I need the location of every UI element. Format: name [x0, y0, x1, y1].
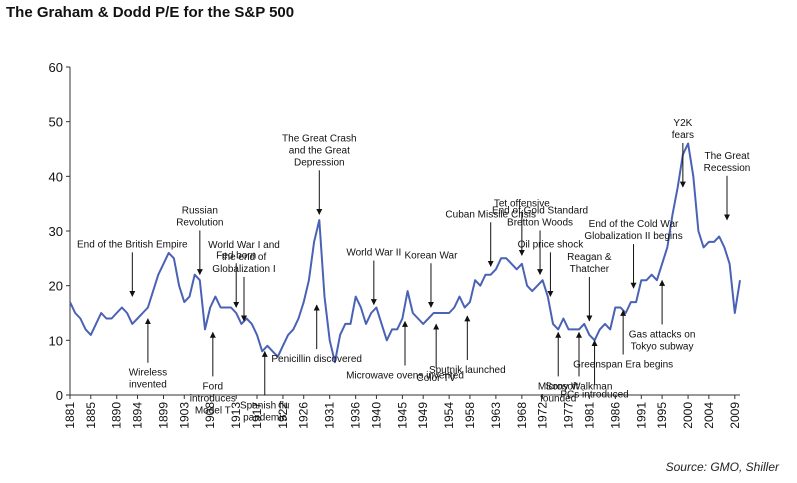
x-tick-label: 1922 [276, 402, 290, 429]
y-tick-label: 10 [49, 333, 63, 348]
y-tick-label: 50 [49, 115, 63, 130]
annotation-label-16: Ford introduces Model T [190, 381, 236, 416]
x-tick-label: 1977 [562, 402, 576, 429]
annotation-label-4: The Great Crash and the Great Depression [282, 133, 356, 168]
annotation-label-26: Gas attacks on Tokyo subway [629, 329, 696, 352]
annotation-label-18: Penicillin discovered [271, 354, 362, 365]
annotation-label-5: World War II [346, 248, 401, 259]
annotation-label-21: Sputnik launched [429, 365, 506, 376]
x-tick-label: 1958 [463, 402, 477, 429]
x-tick-label: 1931 [323, 402, 337, 429]
annotation-label-2: Fed born [216, 250, 256, 261]
y-tick-label: 40 [49, 169, 63, 184]
x-tick-label: 2000 [681, 402, 695, 429]
y-tick-label: 60 [49, 60, 63, 75]
x-tick-label: 1963 [489, 402, 503, 429]
x-tick-label: 1940 [369, 402, 383, 429]
x-tick-label: 2004 [702, 402, 716, 429]
x-tick-label: 1917 [250, 402, 264, 429]
x-tick-label: 2009 [728, 402, 742, 429]
y-tick-label: 30 [49, 224, 63, 239]
x-tick-label: 1986 [608, 402, 622, 429]
x-tick-label: 1913 [229, 402, 243, 429]
annotation-label-24: PCs introduced [560, 390, 628, 401]
x-tick-label: 1954 [442, 402, 456, 429]
x-tick-label: 1881 [63, 402, 77, 429]
annotation-label-12: End of the Cold War Globalization II begi… [584, 219, 682, 242]
series-line-0 [69, 142, 741, 364]
annotation-label-19: Microwave ovens invented [346, 370, 464, 381]
annotation-label-1: Russian Revolution [176, 205, 223, 228]
x-tick-label: 1968 [515, 402, 529, 429]
annotation-label-7: Cuban Missile Crisis [445, 209, 536, 220]
annotation-label-3: World War I and the end of Globalization I [208, 240, 280, 275]
x-tick-label: 1885 [84, 402, 98, 429]
annotation-label-0: End of the British Empire [77, 239, 188, 250]
x-tick-label: 1890 [110, 402, 124, 429]
annotation-label-25: Greenspan Era begins [573, 360, 673, 371]
annotation-label-6: Korean War [404, 250, 458, 261]
annotation-label-8: Tet offensive [494, 198, 550, 209]
x-tick-label: 1936 [349, 402, 363, 429]
annotation-label-9: End of Gold Standard Bretton Woods [492, 205, 588, 228]
annotation-label-22: Microsoft founded [538, 381, 579, 404]
y-tick-label: 20 [49, 279, 63, 294]
annotation-label-10: Oil price shock [518, 239, 585, 250]
x-tick-label: 1972 [536, 402, 550, 429]
x-tick-label: 1949 [416, 402, 430, 429]
annotation-label-14: The Great Recession [704, 151, 751, 174]
annotation-label-11: Reagan & Thatcher [567, 252, 612, 275]
x-tick-label: 1908 [203, 402, 217, 429]
x-tick-label: 1991 [634, 402, 648, 429]
y-tick-label: 0 [56, 388, 63, 403]
annotation-label-15: Wireless invented [129, 368, 167, 391]
x-tick-label: 1981 [582, 402, 596, 429]
x-tick-label: 1894 [131, 402, 145, 429]
chart-title: The Graham & Dodd P/E for the S&P 500 [6, 4, 295, 21]
source-note: Source: GMO, Shiller [665, 460, 779, 474]
x-tick-label: 1995 [655, 402, 669, 429]
annotation-label-17: Spanish flu pandemic [240, 401, 289, 424]
x-tick-label: 1926 [297, 402, 311, 429]
annotation-label-23: Sony Walkman [546, 381, 613, 392]
annotation-label-20: Color TV [417, 373, 457, 384]
x-tick-label: 1903 [177, 402, 191, 429]
annotation-label-13: Y2K fears [672, 118, 694, 141]
x-tick-label: 1945 [395, 402, 409, 429]
x-tick-label: 1899 [156, 402, 170, 429]
